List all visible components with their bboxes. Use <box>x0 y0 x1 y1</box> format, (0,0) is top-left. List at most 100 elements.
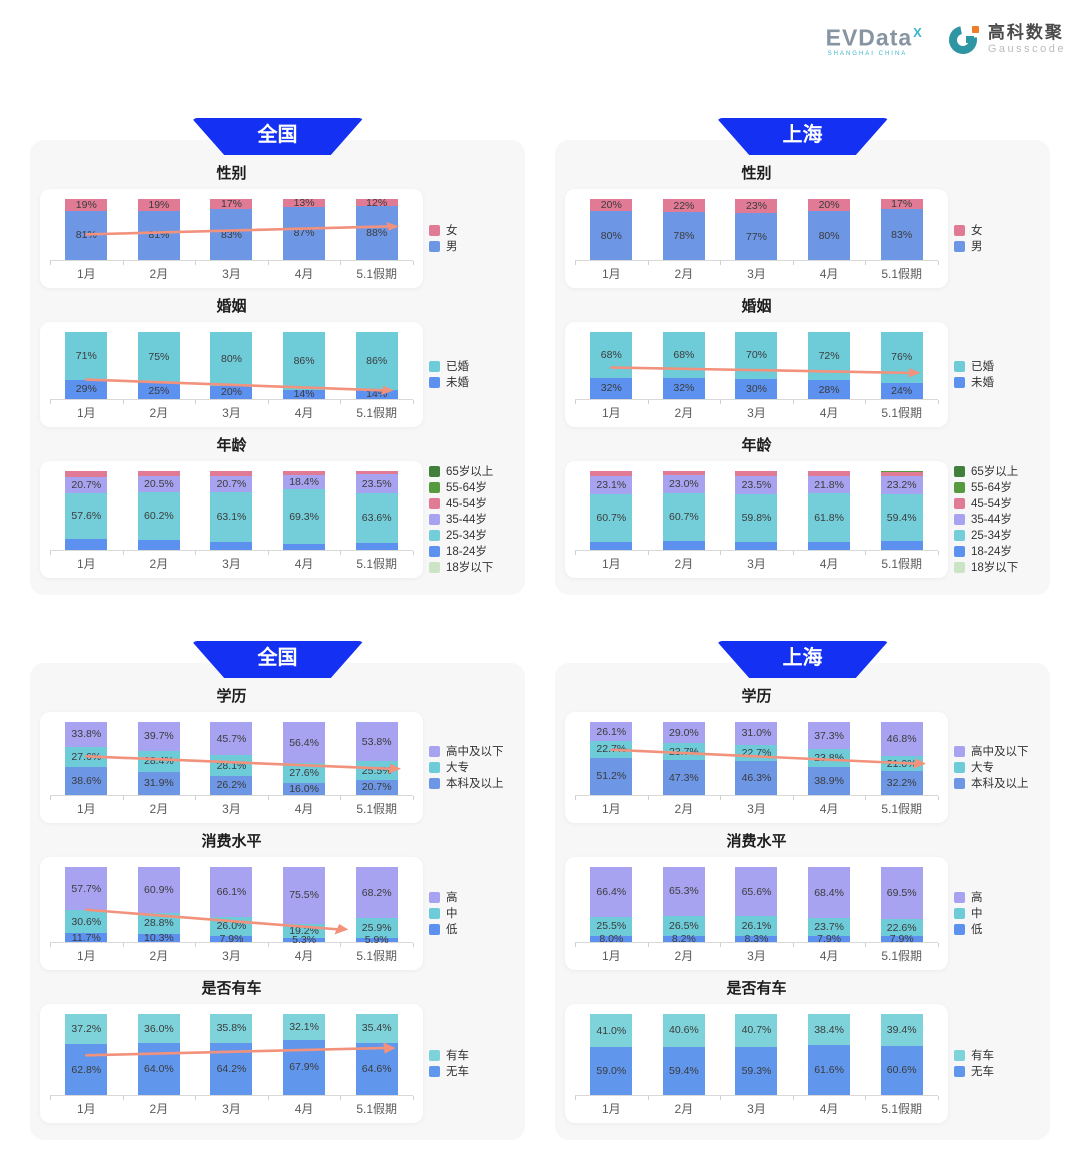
bar-segment <box>137 471 180 476</box>
legend-item[interactable]: 已婚 <box>429 360 515 374</box>
charts-card: 性别 20% 80% 22% 78% 23% 77% 20% 80% 17% 83% 1月 2月 3月 4月… <box>555 140 1050 595</box>
plot-area: 23.1% 60.7% 23.0% 60.7% 23.5% 59.8% 21.8% 61.8%… <box>575 471 939 555</box>
legend-item[interactable]: 大专 <box>429 761 515 775</box>
bar-segment-label: 40.6% <box>669 1024 699 1037</box>
legend-item[interactable]: 中 <box>429 907 515 921</box>
bar-segment-label: 19% <box>148 198 170 211</box>
legend-item[interactable]: 低 <box>954 923 1040 937</box>
legend-item[interactable]: 55-64岁 <box>429 481 515 495</box>
legend-item[interactable]: 35-44岁 <box>954 513 1040 527</box>
bar-segment: 20% <box>210 385 253 399</box>
bar-5.1假期: 39.4% 60.6% <box>880 1014 923 1095</box>
bar-segment: 8.2% <box>662 933 705 945</box>
legend-item[interactable]: 高中及以下 <box>429 745 515 759</box>
region-section: 全国性别19%81%19%81%17%83%13%87%12%88%1月2月3月… <box>30 118 525 595</box>
bar-segment: 86% <box>283 332 326 390</box>
legend-item[interactable]: 18岁以下 <box>429 561 515 575</box>
legend-item[interactable]: 高中及以下 <box>954 745 1040 759</box>
x-axis-label: 2月 <box>149 802 169 816</box>
legend-label: 本科及以上 <box>971 777 1029 790</box>
bar-segment: 7.9% <box>808 933 851 945</box>
legend-item[interactable]: 35-44岁 <box>429 513 515 527</box>
legend-item[interactable]: 未婚 <box>429 376 515 390</box>
bar-segment: 19% <box>65 199 108 211</box>
bar-2月: 23.0% 60.7% <box>662 471 705 550</box>
bar-1月: 57.7% 30.6% 11.7% <box>65 867 108 944</box>
legend-item[interactable]: 25-34岁 <box>954 529 1040 543</box>
bar-segment <box>808 542 851 550</box>
legend-item[interactable]: 高 <box>954 891 1040 905</box>
legend-item[interactable]: 女 <box>429 224 515 238</box>
bar-segment-label: 86% <box>293 354 315 367</box>
bar-segment: 86% <box>355 332 398 390</box>
legend-label: 已婚 <box>446 360 469 373</box>
legend-item[interactable]: 未婚 <box>954 376 1040 390</box>
legend-item[interactable]: 55-64岁 <box>954 481 1040 495</box>
bar-segment: 41.0% <box>590 1014 633 1048</box>
x-axis-label: 4月 <box>294 557 314 571</box>
chart-row: 71% 29% 75% 25% 80% 20% 86% 14% 86% 14% 1月 2月 3月 4月 5.… <box>40 322 515 427</box>
x-axis: 1月 2月 3月 4月 5.1假期 <box>50 943 413 964</box>
legend-item[interactable]: 已婚 <box>954 360 1040 374</box>
chart-row: 41.0% 59.0% 40.6% 59.4% 40.7% 59.3% 38.4% 61.6%… <box>565 1004 1040 1123</box>
x-axis-label: 4月 <box>819 802 839 816</box>
legend-item[interactable]: 大专 <box>954 761 1040 775</box>
legend-item[interactable]: 45-54岁 <box>429 497 515 511</box>
legend-item[interactable]: 低 <box>429 923 515 937</box>
bar-segment-label: 22% <box>673 199 695 212</box>
legend-item[interactable]: 18-24岁 <box>429 545 515 559</box>
bar-segment: 88% <box>355 206 398 260</box>
bar-3月: 23% 77% <box>735 199 778 260</box>
bar-segment-label: 46.3% <box>741 772 772 785</box>
legend-label: 无车 <box>446 1065 469 1078</box>
legend-item[interactable]: 中 <box>954 907 1040 921</box>
bar-segment: 26.1% <box>735 916 778 936</box>
bar-slot: 17% 83% <box>865 198 938 260</box>
legend-item[interactable]: 本科及以上 <box>954 777 1040 791</box>
bar-segment-label: 37.2% <box>71 1023 102 1036</box>
bar-segment-label: 20% <box>600 199 622 212</box>
legend-item[interactable]: 65岁以上 <box>954 465 1040 479</box>
legend-item[interactable]: 女 <box>954 224 1040 238</box>
legend-item[interactable]: 25-34岁 <box>429 529 515 543</box>
legend-item[interactable]: 18-24岁 <box>954 545 1040 559</box>
legend-item[interactable]: 男 <box>429 240 515 254</box>
chart-cn-education: 学历33.8%27.6%38.6%39.7%28.4%31.9%45.7%28.… <box>40 685 515 823</box>
x-axis-label: 1月 <box>601 802 621 816</box>
legend-item[interactable]: 本科及以上 <box>429 777 515 791</box>
legend-swatch-icon <box>429 924 440 935</box>
bar-segment-label: 80% <box>220 352 242 365</box>
bar-4月: 18.4% 69.3% <box>283 471 326 550</box>
legend-item[interactable]: 无车 <box>954 1065 1040 1079</box>
bar-segment: 20% <box>808 199 851 212</box>
x-axis-label: 3月 <box>222 406 241 420</box>
bar-segment-label: 37.3% <box>814 729 844 742</box>
bar-segment-label: 68% <box>600 348 622 361</box>
legend-label: 高中及以下 <box>446 745 504 758</box>
bar-segment: 59.0% <box>590 1047 633 1095</box>
legend-swatch-icon <box>429 466 440 477</box>
bar-slot: 23.1% 60.7% <box>575 471 648 550</box>
bar-segment-label: 61.6% <box>814 1064 844 1077</box>
chart-panel: 41.0% 59.0% 40.6% 59.4% 40.7% 59.3% 38.4% 61.6%… <box>565 1004 948 1123</box>
legend-item[interactable]: 有车 <box>429 1049 515 1063</box>
legend-item[interactable]: 65岁以上 <box>429 465 515 479</box>
x-axis-label: 2月 <box>674 949 694 963</box>
legend-item[interactable]: 18岁以下 <box>954 561 1040 575</box>
legend-item[interactable]: 45-54岁 <box>954 497 1040 511</box>
legend-item[interactable]: 高 <box>429 891 515 905</box>
legend-item[interactable]: 男 <box>954 240 1040 254</box>
legend-item[interactable]: 有车 <box>954 1049 1040 1063</box>
x-axis-label: 5.1假期 <box>881 406 923 420</box>
chart-row: 19%81%19%81%17%83%13%87%12%88%1月2月3月4月5.… <box>40 189 515 288</box>
x-axis-label: 4月 <box>294 802 314 816</box>
legend-label: 低 <box>971 923 983 936</box>
bar-slot: 56.4% 27.6% 16.0% <box>268 722 341 795</box>
x-axis-label: 4月 <box>819 267 839 281</box>
bar-segment <box>735 541 778 550</box>
legend-item[interactable]: 无车 <box>429 1065 515 1079</box>
chart-title: 年龄 <box>216 437 247 454</box>
chart-sh-education: 学历26.1%22.7%51.2%29.0%23.7%47.3%31.0%22.… <box>565 685 1040 823</box>
legend-swatch-icon <box>954 562 965 573</box>
x-axis-label: 2月 <box>149 557 169 571</box>
